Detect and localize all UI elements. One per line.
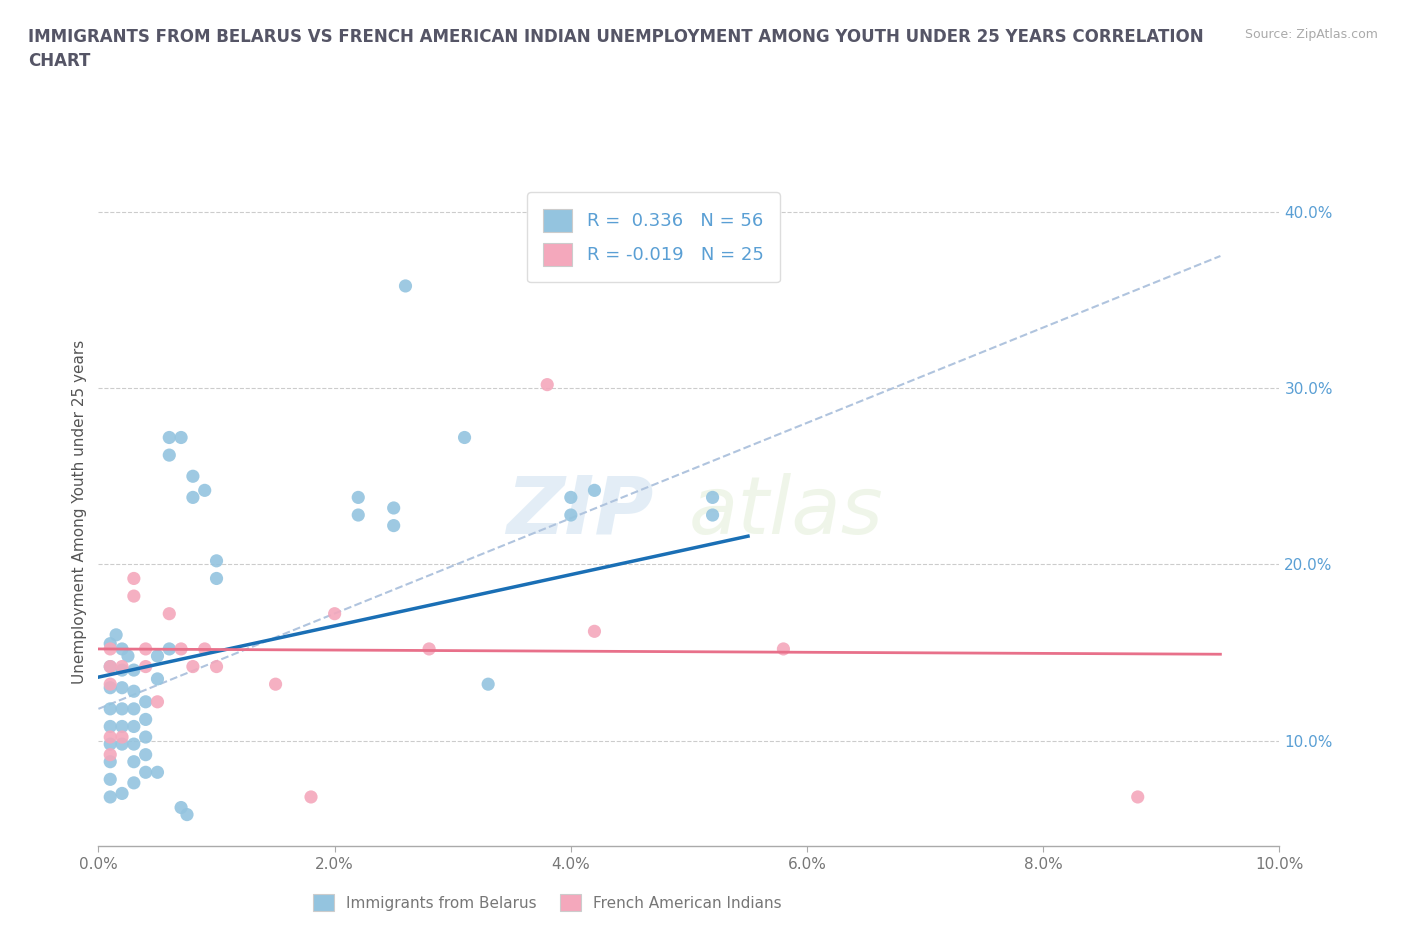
Point <box>98 730 121 745</box>
Point <box>146 671 169 686</box>
Point <box>560 490 582 505</box>
Point <box>135 764 157 779</box>
Point <box>111 737 134 751</box>
Point <box>1126 790 1149 804</box>
Point <box>702 508 724 523</box>
Point <box>105 628 128 643</box>
Point <box>394 278 416 293</box>
Point <box>98 719 121 734</box>
Point <box>181 469 204 484</box>
Point <box>122 719 145 734</box>
Text: ZIP: ZIP <box>506 472 654 551</box>
Point <box>702 490 724 505</box>
Point <box>453 430 475 445</box>
Point <box>264 677 287 692</box>
Point <box>135 659 157 674</box>
Point <box>111 663 134 678</box>
Point <box>170 430 193 445</box>
Point <box>111 730 134 745</box>
Point <box>122 684 145 698</box>
Point <box>194 483 217 498</box>
Point <box>98 747 121 762</box>
Point <box>122 571 145 586</box>
Point <box>772 642 794 657</box>
Point <box>146 695 169 710</box>
Point <box>135 730 157 745</box>
Point <box>382 518 405 533</box>
Point <box>122 701 145 716</box>
Text: IMMIGRANTS FROM BELARUS VS FRENCH AMERICAN INDIAN UNEMPLOYMENT AMONG YOUTH UNDER: IMMIGRANTS FROM BELARUS VS FRENCH AMERIC… <box>28 28 1204 70</box>
Point <box>181 490 204 505</box>
Point <box>122 776 145 790</box>
Point <box>98 754 121 769</box>
Point <box>181 659 204 674</box>
Point <box>122 737 145 751</box>
Point <box>205 659 228 674</box>
Point <box>111 719 134 734</box>
Point <box>205 571 228 586</box>
Point <box>146 648 169 663</box>
Point <box>382 500 405 515</box>
Point <box>111 701 134 716</box>
Point <box>194 642 217 657</box>
Legend: Immigrants from Belarus, French American Indians: Immigrants from Belarus, French American… <box>305 886 790 919</box>
Point <box>98 680 121 695</box>
Point <box>299 790 322 804</box>
Point <box>536 378 558 392</box>
Point <box>98 642 121 657</box>
Point <box>135 712 157 727</box>
Point <box>176 807 198 822</box>
Point <box>98 659 121 674</box>
Point <box>560 508 582 523</box>
Point <box>111 659 134 674</box>
Point <box>135 642 157 657</box>
Point <box>323 606 346 621</box>
Point <box>477 677 499 692</box>
Point <box>146 764 169 779</box>
Point <box>135 695 157 710</box>
Point <box>157 606 180 621</box>
Point <box>347 508 370 523</box>
Point <box>157 447 180 462</box>
Point <box>98 701 121 716</box>
Point <box>157 642 180 657</box>
Point <box>98 737 121 751</box>
Point <box>205 553 228 568</box>
Point <box>170 800 193 815</box>
Point <box>135 747 157 762</box>
Point <box>111 642 134 657</box>
Point <box>122 663 145 678</box>
Point <box>418 642 440 657</box>
Point <box>583 483 606 498</box>
Point <box>583 624 606 639</box>
Point <box>157 430 180 445</box>
Point <box>111 680 134 695</box>
Point <box>117 648 139 663</box>
Text: atlas: atlas <box>689 472 884 551</box>
Text: Source: ZipAtlas.com: Source: ZipAtlas.com <box>1244 28 1378 41</box>
Point <box>347 490 370 505</box>
Point <box>98 677 121 692</box>
Point <box>122 754 145 769</box>
Point <box>111 786 134 801</box>
Point <box>170 642 193 657</box>
Y-axis label: Unemployment Among Youth under 25 years: Unemployment Among Youth under 25 years <box>72 339 87 684</box>
Point <box>98 636 121 651</box>
Point <box>122 589 145 604</box>
Point <box>98 772 121 787</box>
Point <box>98 790 121 804</box>
Point <box>98 659 121 674</box>
